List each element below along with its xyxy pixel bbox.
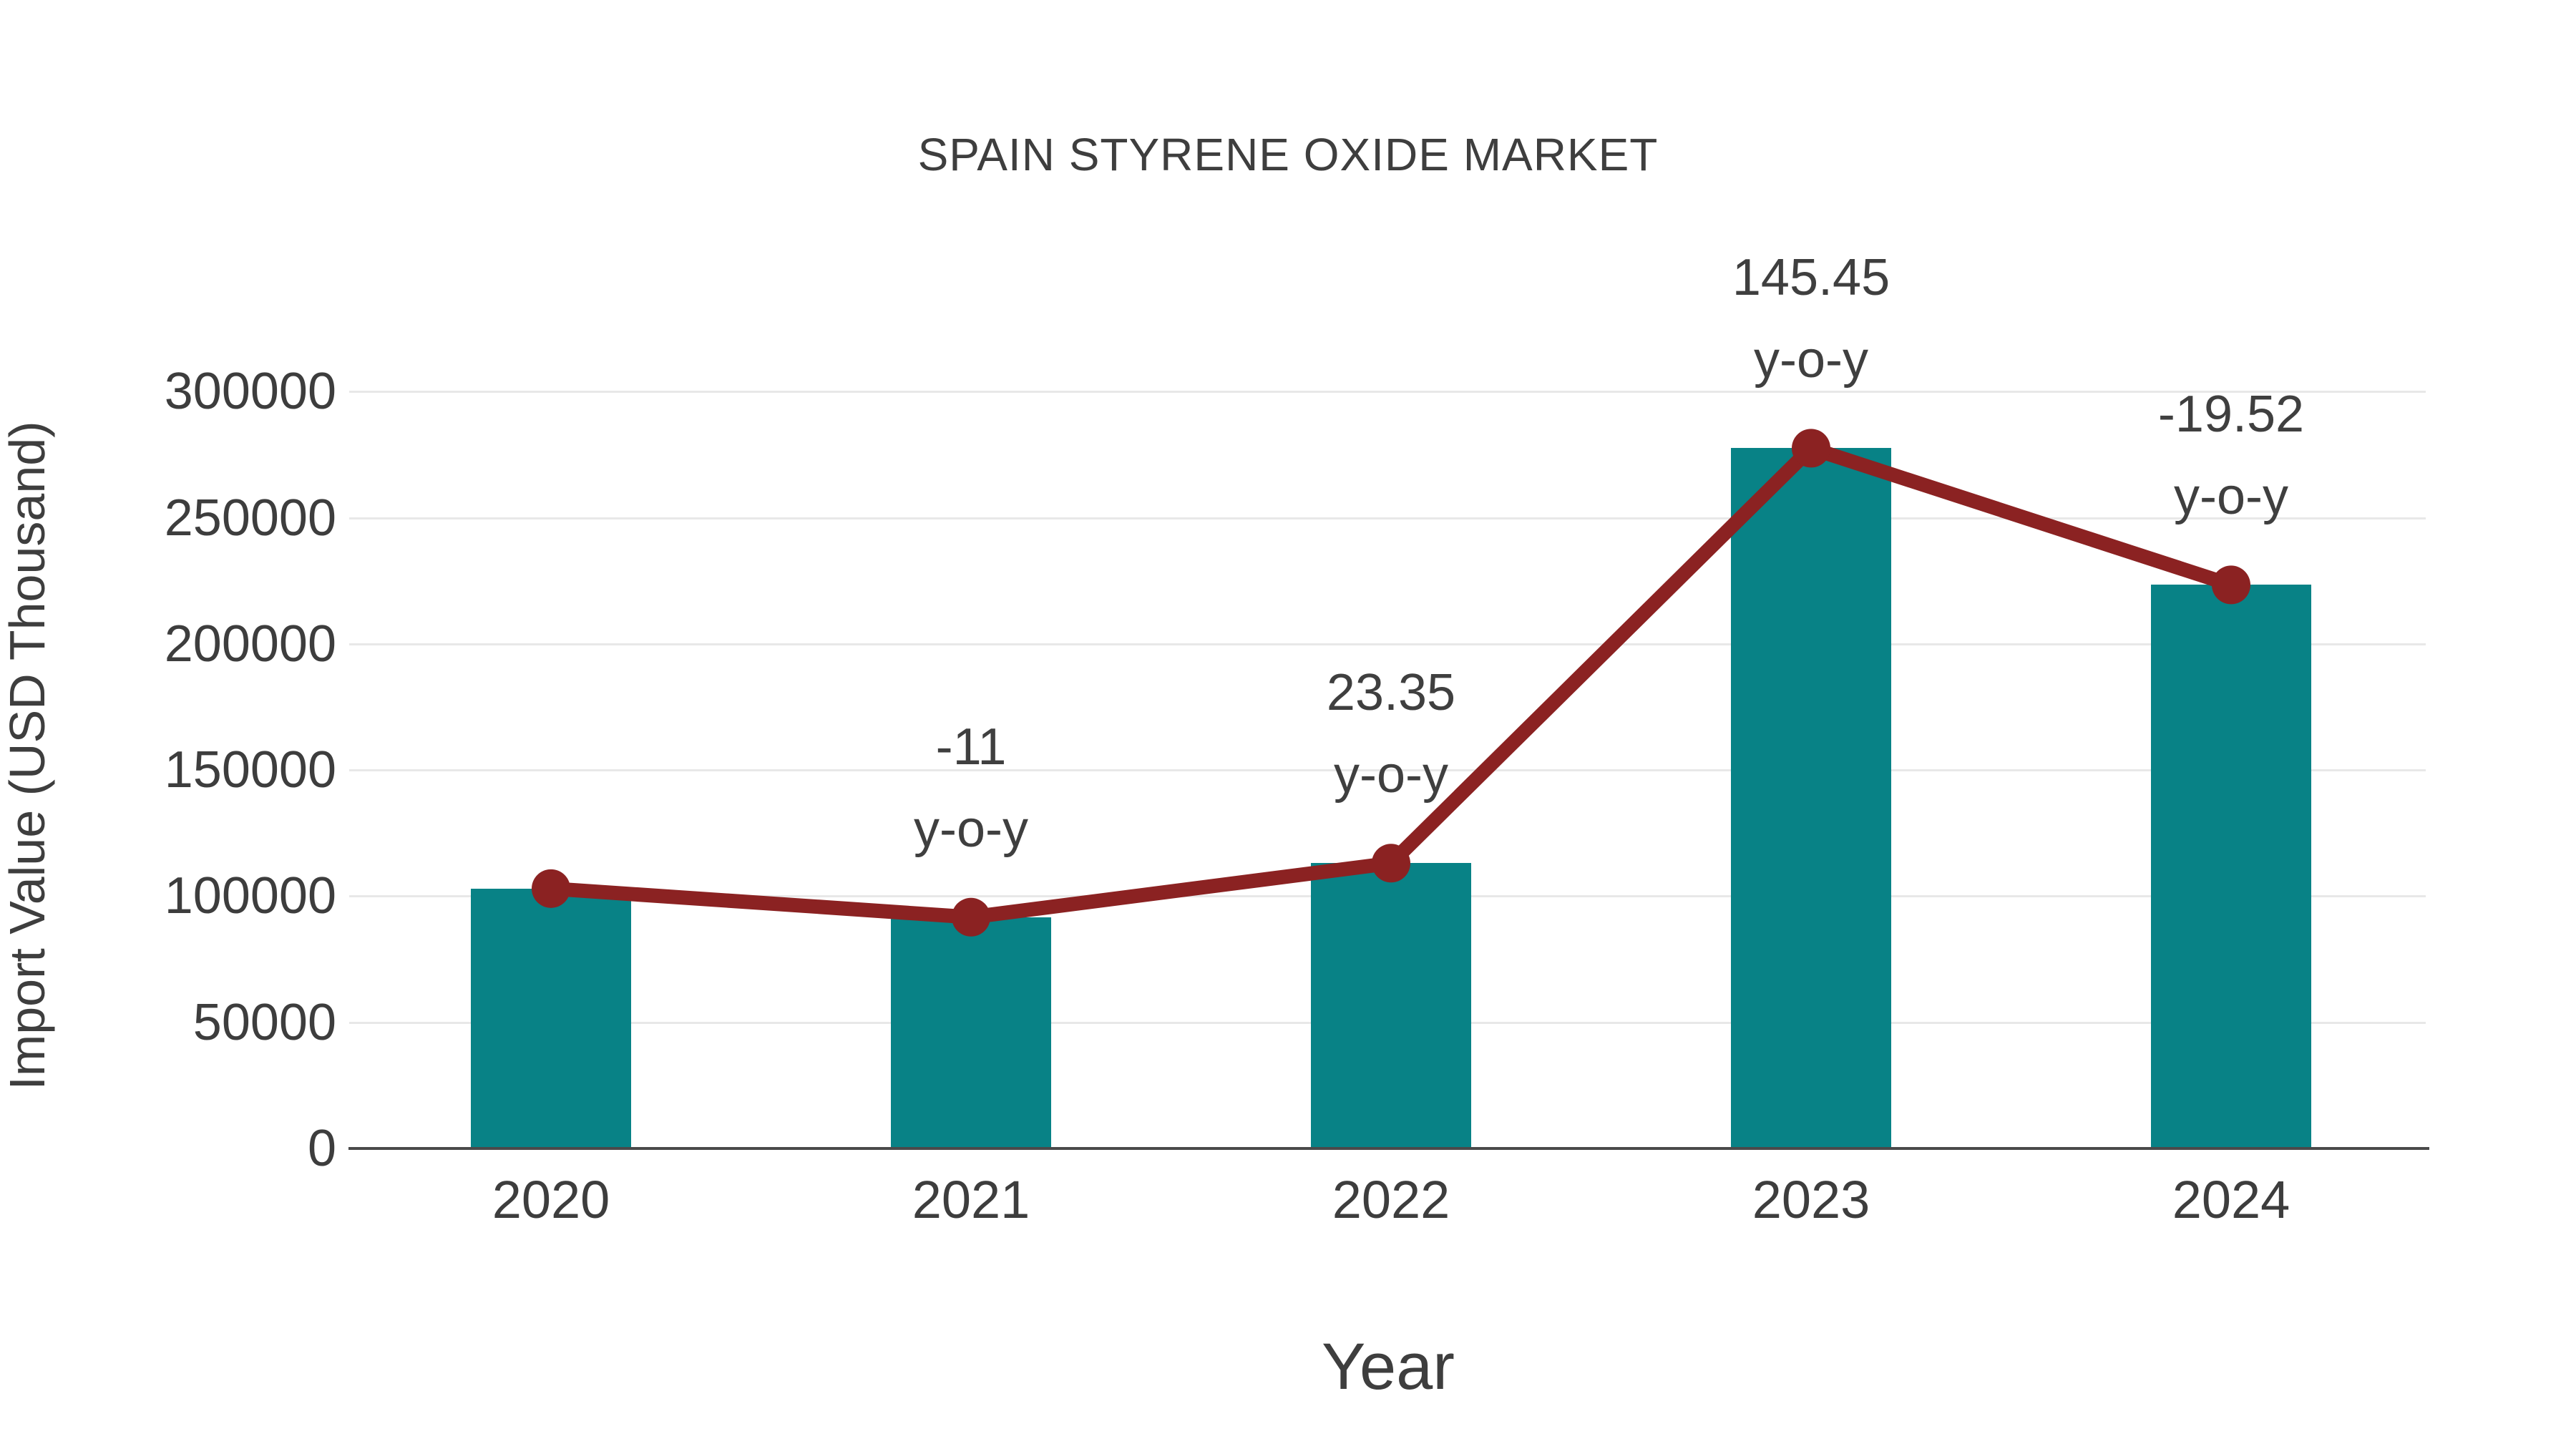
bar-2021 (891, 917, 1051, 1148)
chart-title: SPAIN STYRENE OXIDE MARKET (917, 129, 1659, 180)
y-tick-label: 250000 (164, 489, 336, 547)
y-tick-label: 300000 (164, 363, 336, 421)
x-tick-label-2022: 2022 (1332, 1170, 1450, 1229)
bar-2024 (2151, 585, 2311, 1148)
gridline (349, 769, 2426, 772)
yoy-annotation-2023: 145.45 y-o-y (1732, 249, 1890, 389)
y-tick-label: 150000 (164, 741, 336, 799)
line-marker-2021 (952, 897, 990, 937)
line-marker-2023 (1792, 429, 1830, 468)
line-marker-2020 (532, 869, 570, 908)
x-tick-label-2024: 2024 (2172, 1170, 2290, 1229)
yoy-annotation-2022: 23.35 y-o-y (1326, 664, 1456, 804)
x-tick-label-2020: 2020 (492, 1170, 610, 1229)
yoy-annotation-2021: -11 y-o-y (914, 718, 1028, 858)
bar-2022 (1311, 863, 1471, 1148)
bar-2020 (471, 888, 631, 1148)
x-axis-line (348, 1147, 2429, 1150)
x-tick-label-2023: 2023 (1752, 1170, 1870, 1229)
gridline (349, 517, 2426, 519)
x-tick-label-2021: 2021 (912, 1170, 1030, 1229)
line-marker-2022 (1372, 844, 1410, 883)
yoy-annotation-2024: -19.52 y-o-y (2157, 386, 2305, 526)
y-tick-label: 200000 (164, 615, 336, 673)
gridline (349, 391, 2426, 394)
y-tick-label: 0 (307, 1120, 336, 1177)
y-tick-label: 100000 (164, 867, 336, 925)
bar-2023 (1731, 448, 1891, 1148)
gridline (349, 643, 2426, 645)
x-axis-title: Year (1322, 1330, 1455, 1403)
line-marker-2024 (2212, 565, 2250, 605)
y-tick-label: 50000 (192, 993, 336, 1051)
